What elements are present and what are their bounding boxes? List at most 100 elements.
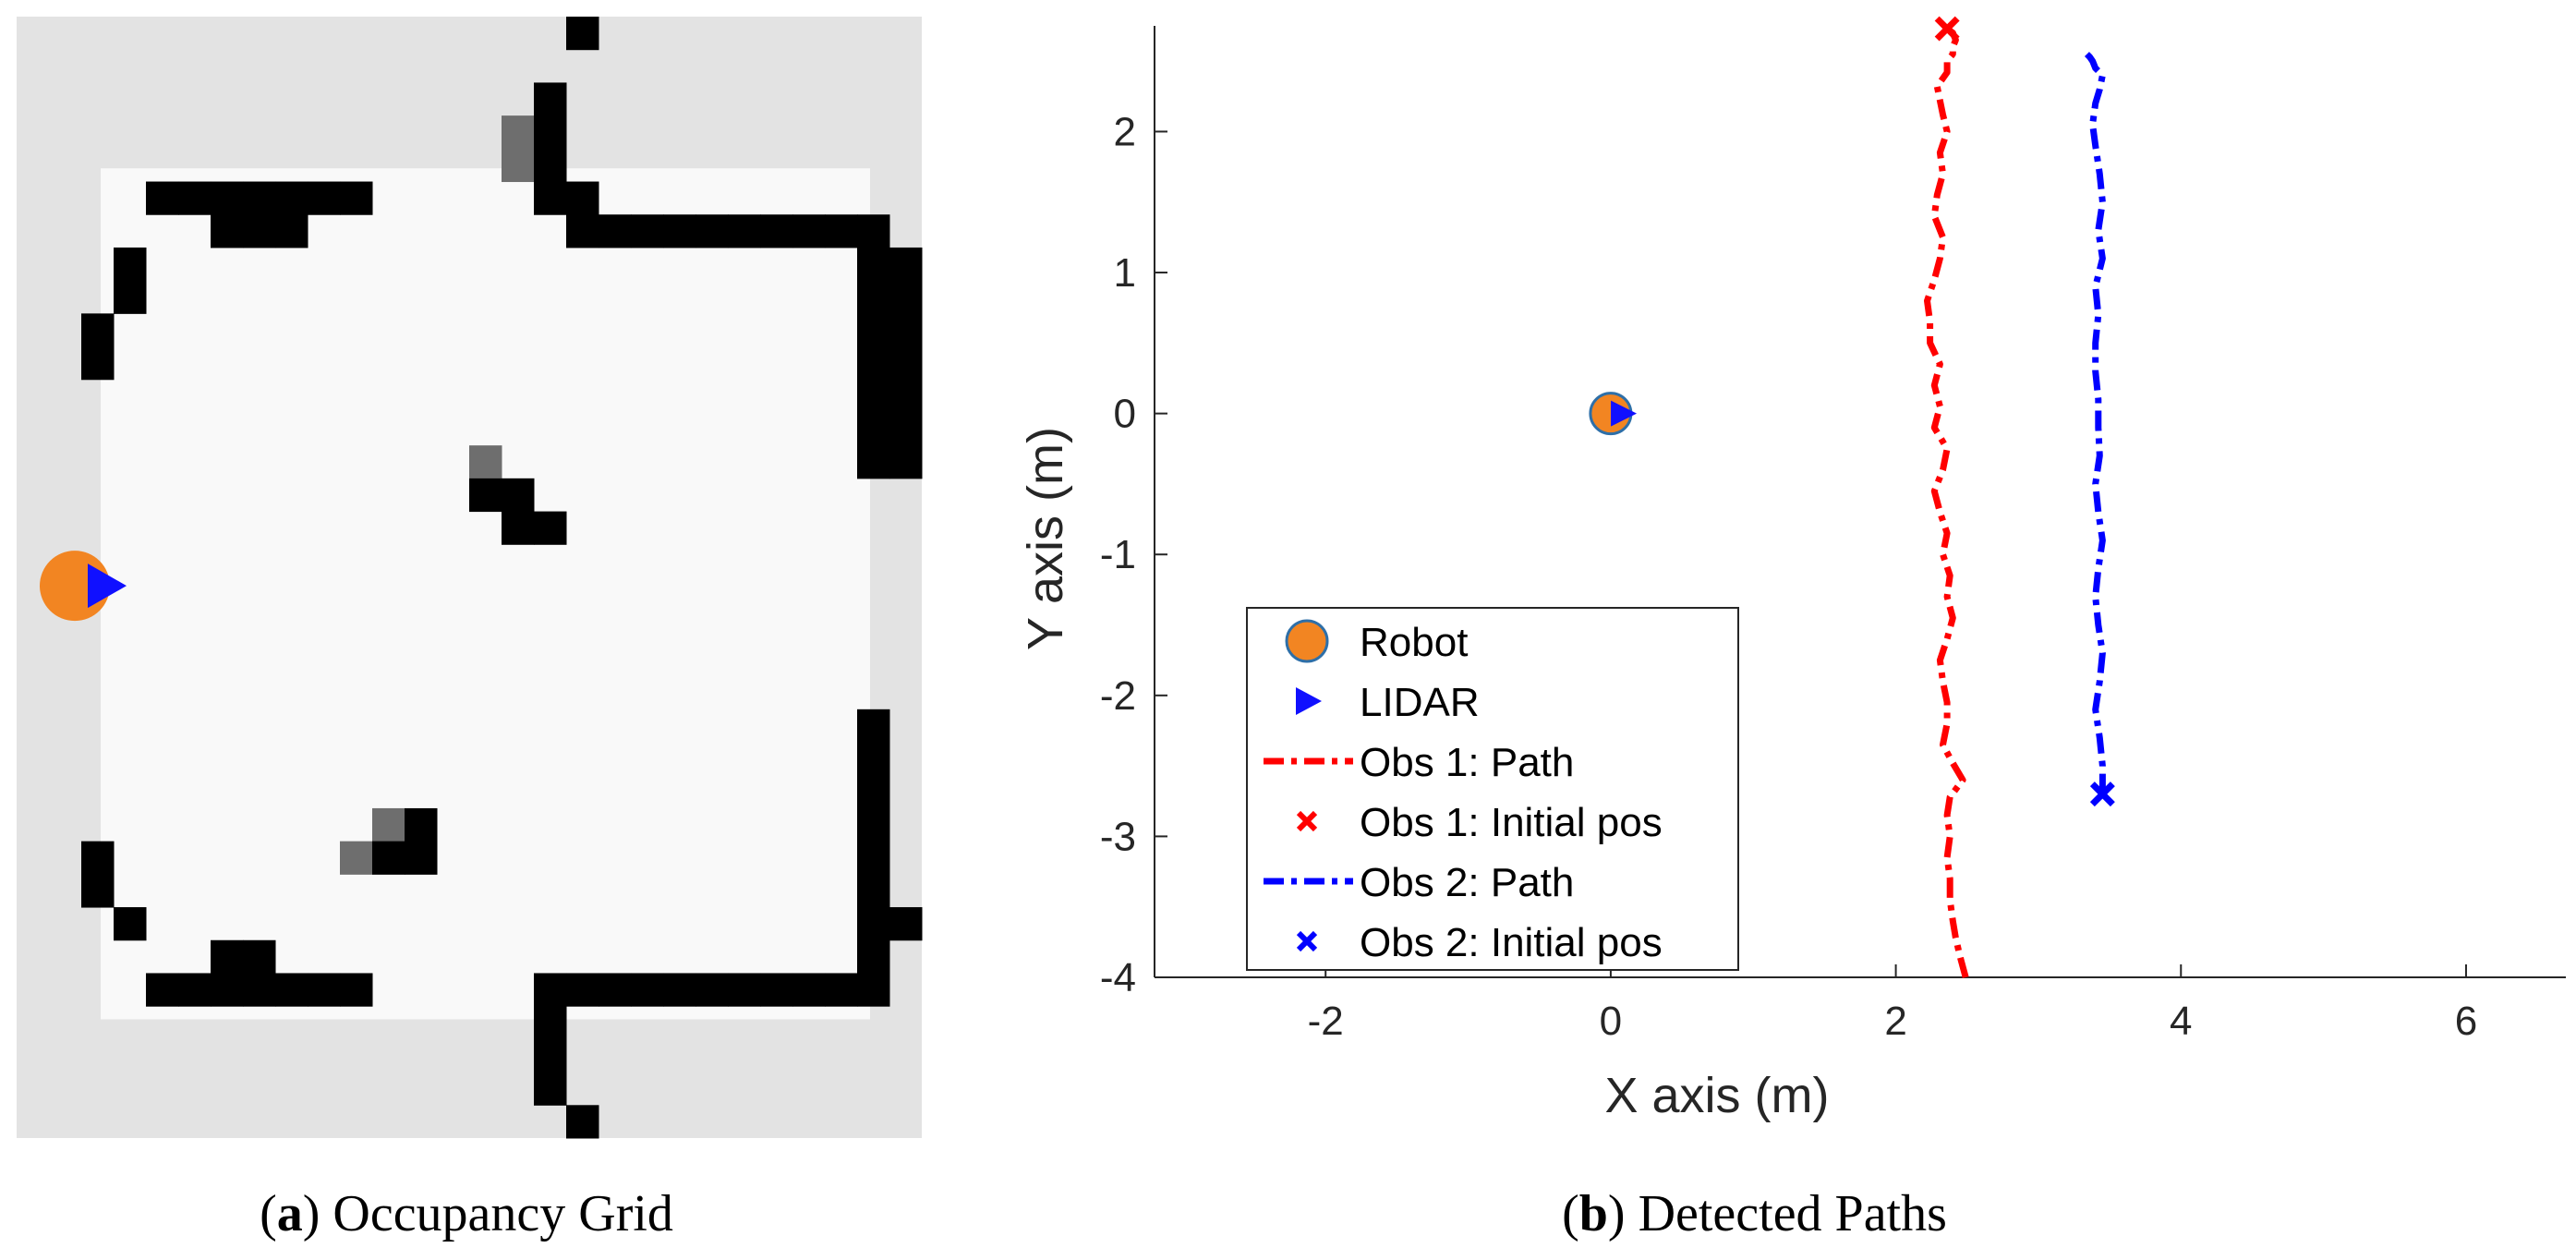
grid-occupied-cell	[857, 973, 890, 1007]
grid-occupied-cell	[308, 973, 341, 1007]
x-tick-label: 0	[1600, 999, 1622, 1044]
caption-detected-paths: (b) Detected Paths	[1562, 1185, 1947, 1242]
grid-occupied-cell	[340, 181, 373, 215]
grid-occupied-cell	[663, 214, 696, 248]
grid-occupied-cell	[534, 973, 567, 1007]
grid-occupied-cell	[728, 214, 761, 248]
grid-occupied-cell	[792, 214, 826, 248]
grid-occupied-cell	[534, 1006, 567, 1040]
grid-occupied-cell	[211, 214, 244, 248]
grid-occupied-cell	[825, 214, 858, 248]
grid-occupied-cell	[372, 841, 405, 875]
grid-occupied-cell	[405, 807, 438, 842]
caption-b-text: Detected Paths	[1638, 1185, 1947, 1242]
y-tick-label: -2	[1100, 673, 1136, 719]
detected-paths-panel: -2 0 2 4 6 2 1 0 -1 -2 -3 -4 X axis (m) Y axis (m) Rob…	[933, 0, 2576, 1260]
legend-label: Obs 2: Path	[1360, 860, 1574, 905]
caption-a-label: a	[276, 1185, 303, 1242]
grid-occupied-cell	[566, 973, 599, 1007]
x-tick-label: 4	[2170, 999, 2192, 1044]
caption-b-label: b	[1578, 1185, 1608, 1242]
grid-partial-cell	[502, 115, 535, 150]
grid-occupied-cell	[728, 973, 761, 1007]
grid-occupied-cell	[502, 478, 535, 513]
grid-occupied-cell	[889, 907, 923, 941]
grid-occupied-cell	[178, 181, 212, 215]
grid-occupied-cell	[695, 214, 729, 248]
x-axis-label: X axis (m)	[1605, 1068, 1830, 1123]
caption-occupancy-grid: (a) Occupancy Grid	[260, 1185, 673, 1242]
grid-occupied-cell	[405, 841, 438, 875]
legend-robot-marker	[1285, 619, 1329, 663]
grid-occupied-cell	[211, 973, 244, 1007]
grid-occupied-cell	[889, 412, 923, 446]
y-tick-label: 1	[1114, 250, 1136, 296]
grid-occupied-cell	[760, 214, 793, 248]
grid-occupied-cell	[889, 313, 923, 347]
grid-occupied-cell	[857, 775, 890, 809]
grid-occupied-cell	[469, 478, 502, 513]
grid-occupied-cell	[566, 214, 599, 248]
grid-occupied-cell	[275, 214, 308, 248]
grid-occupied-cell	[857, 280, 890, 314]
grid-occupied-cell	[114, 247, 147, 282]
grid-occupied-cell	[114, 907, 147, 941]
caption-a-text: Occupancy Grid	[333, 1185, 673, 1242]
grid-occupied-cell	[663, 973, 696, 1007]
occupancy-grid-panel	[0, 0, 933, 1260]
grid-occupied-cell	[792, 973, 826, 1007]
grid-occupied-cell	[534, 511, 567, 545]
grid-occupied-cell	[857, 412, 890, 446]
grid-occupied-cell	[146, 181, 179, 215]
grid-occupied-cell	[566, 181, 599, 215]
grid-occupied-cell	[81, 841, 115, 875]
detected-paths-chart: -2 0 2 4 6 2 1 0 -1 -2 -3 -4 X axis (m) Y axis (m) Rob…	[1018, 16, 2566, 1123]
y-tick-label: -4	[1100, 955, 1136, 1000]
legend-lidar-marker	[1296, 687, 1322, 715]
grid-occupied-cell	[534, 82, 567, 116]
grid-occupied-cell	[631, 973, 664, 1007]
y-tick-label: 2	[1114, 109, 1136, 154]
grid-occupied-cell	[857, 346, 890, 381]
grid-occupied-cell	[857, 445, 890, 479]
grid-occupied-cell	[825, 973, 858, 1007]
y-tick-label: -3	[1100, 814, 1136, 859]
grid-occupied-cell	[178, 973, 212, 1007]
legend-label: LIDAR	[1360, 680, 1480, 725]
grid-occupied-cell	[114, 280, 147, 314]
grid-occupied-cell	[857, 841, 890, 875]
grid-occupied-cell	[243, 181, 276, 215]
x-tick-label: 2	[1884, 999, 1906, 1044]
x-tick-label: 6	[2455, 999, 2477, 1044]
grid-occupied-cell	[857, 907, 890, 941]
grid-occupied-cell	[857, 939, 890, 974]
initial-pos-obs-1	[1934, 16, 1960, 42]
grid-free-area	[101, 168, 870, 1020]
grid-occupied-cell	[340, 973, 373, 1007]
grid-occupied-cell	[243, 939, 276, 974]
grid-occupied-cell	[695, 973, 729, 1007]
grid-occupied-cell	[599, 973, 632, 1007]
grid-occupied-cell	[631, 214, 664, 248]
grid-occupied-cell	[857, 807, 890, 842]
legend: Robot LIDAR Obs 1: Path Obs 1: Initial pos O…	[1246, 607, 1739, 971]
grid-occupied-cell	[81, 313, 115, 347]
y-tick-label: 0	[1114, 392, 1136, 437]
grid-occupied-cell	[243, 214, 276, 248]
grid-occupied-cell	[857, 379, 890, 413]
legend-label: Obs 1: Initial pos	[1360, 800, 1663, 845]
grid-occupied-cell	[889, 247, 923, 282]
grid-occupied-cell	[889, 280, 923, 314]
grid-occupied-cell	[889, 346, 923, 381]
y-tick-label: -1	[1100, 532, 1136, 577]
grid-occupied-cell	[857, 214, 890, 248]
grid-occupied-cell	[211, 181, 244, 215]
grid-partial-cell	[340, 841, 373, 875]
grid-occupied-cell	[857, 313, 890, 347]
grid-occupied-cell	[566, 17, 599, 51]
grid-occupied-cell	[81, 874, 115, 908]
legend-box	[1246, 607, 1739, 971]
grid-occupied-cell	[275, 973, 308, 1007]
legend-cross-marker	[1296, 810, 1318, 832]
grid-occupied-cell	[308, 181, 341, 215]
